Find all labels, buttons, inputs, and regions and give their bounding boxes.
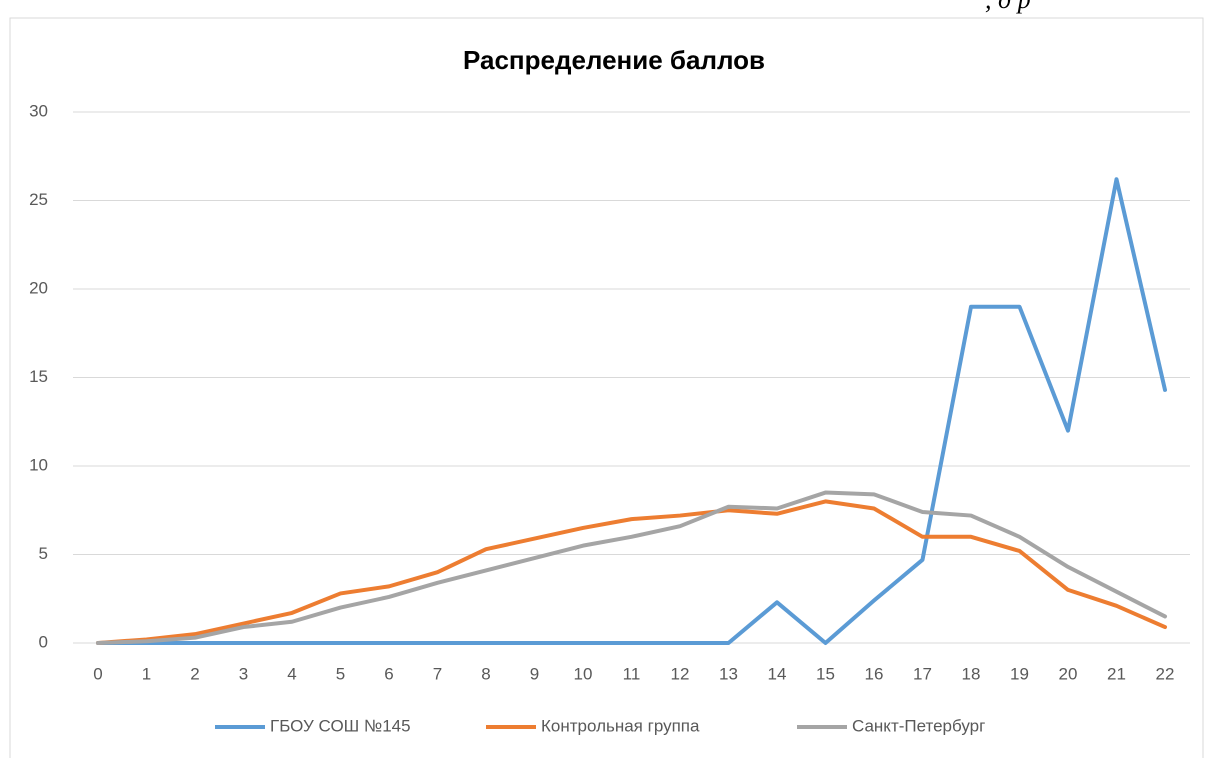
document-fragment: , д р xyxy=(985,0,1031,14)
x-tick-label: 11 xyxy=(623,664,641,683)
y-tick-label: 25 xyxy=(29,190,48,209)
x-tick-label: 1 xyxy=(142,664,151,683)
x-tick-label: 18 xyxy=(962,664,981,683)
y-tick-label: 15 xyxy=(29,367,48,386)
series-line xyxy=(96,177,1167,645)
chart-frame xyxy=(9,17,1204,758)
legend-label: ГБОУ СОШ №145 xyxy=(270,716,411,735)
x-tick-label: 13 xyxy=(719,664,738,683)
series-line xyxy=(96,499,1167,645)
y-tick-label: 0 xyxy=(39,632,48,651)
x-tick-label: 10 xyxy=(574,664,593,683)
x-tick-label: 7 xyxy=(433,664,442,683)
x-tick-label: 8 xyxy=(481,664,490,683)
legend-label: Санкт-Петербург xyxy=(852,716,985,735)
x-tick-label: 15 xyxy=(816,664,835,683)
x-tick-label: 19 xyxy=(1010,664,1029,683)
y-tick-label: 10 xyxy=(29,455,48,474)
x-tick-label: 20 xyxy=(1059,664,1078,683)
x-tick-label: 4 xyxy=(287,664,296,683)
x-tick-label: 6 xyxy=(384,664,393,683)
x-tick-label: 3 xyxy=(239,664,248,683)
legend-label: Контрольная группа xyxy=(541,716,700,735)
x-tick-label: 12 xyxy=(671,664,690,683)
y-tick-label: 5 xyxy=(39,544,48,563)
x-tick-label: 17 xyxy=(913,664,932,683)
y-tick-label: 30 xyxy=(29,101,48,120)
x-tick-label: 16 xyxy=(865,664,884,683)
x-tick-label: 22 xyxy=(1156,664,1175,683)
x-tick-label: 5 xyxy=(336,664,345,683)
x-tick-label: 21 xyxy=(1107,664,1126,683)
y-tick-label: 20 xyxy=(29,278,48,297)
series-line xyxy=(96,490,1167,645)
x-tick-label: 2 xyxy=(190,664,199,683)
x-tick-label: 0 xyxy=(93,664,102,683)
x-tick-label: 9 xyxy=(530,664,539,683)
x-tick-label: 14 xyxy=(768,664,787,683)
chart-title: Распределение баллов xyxy=(463,45,765,75)
